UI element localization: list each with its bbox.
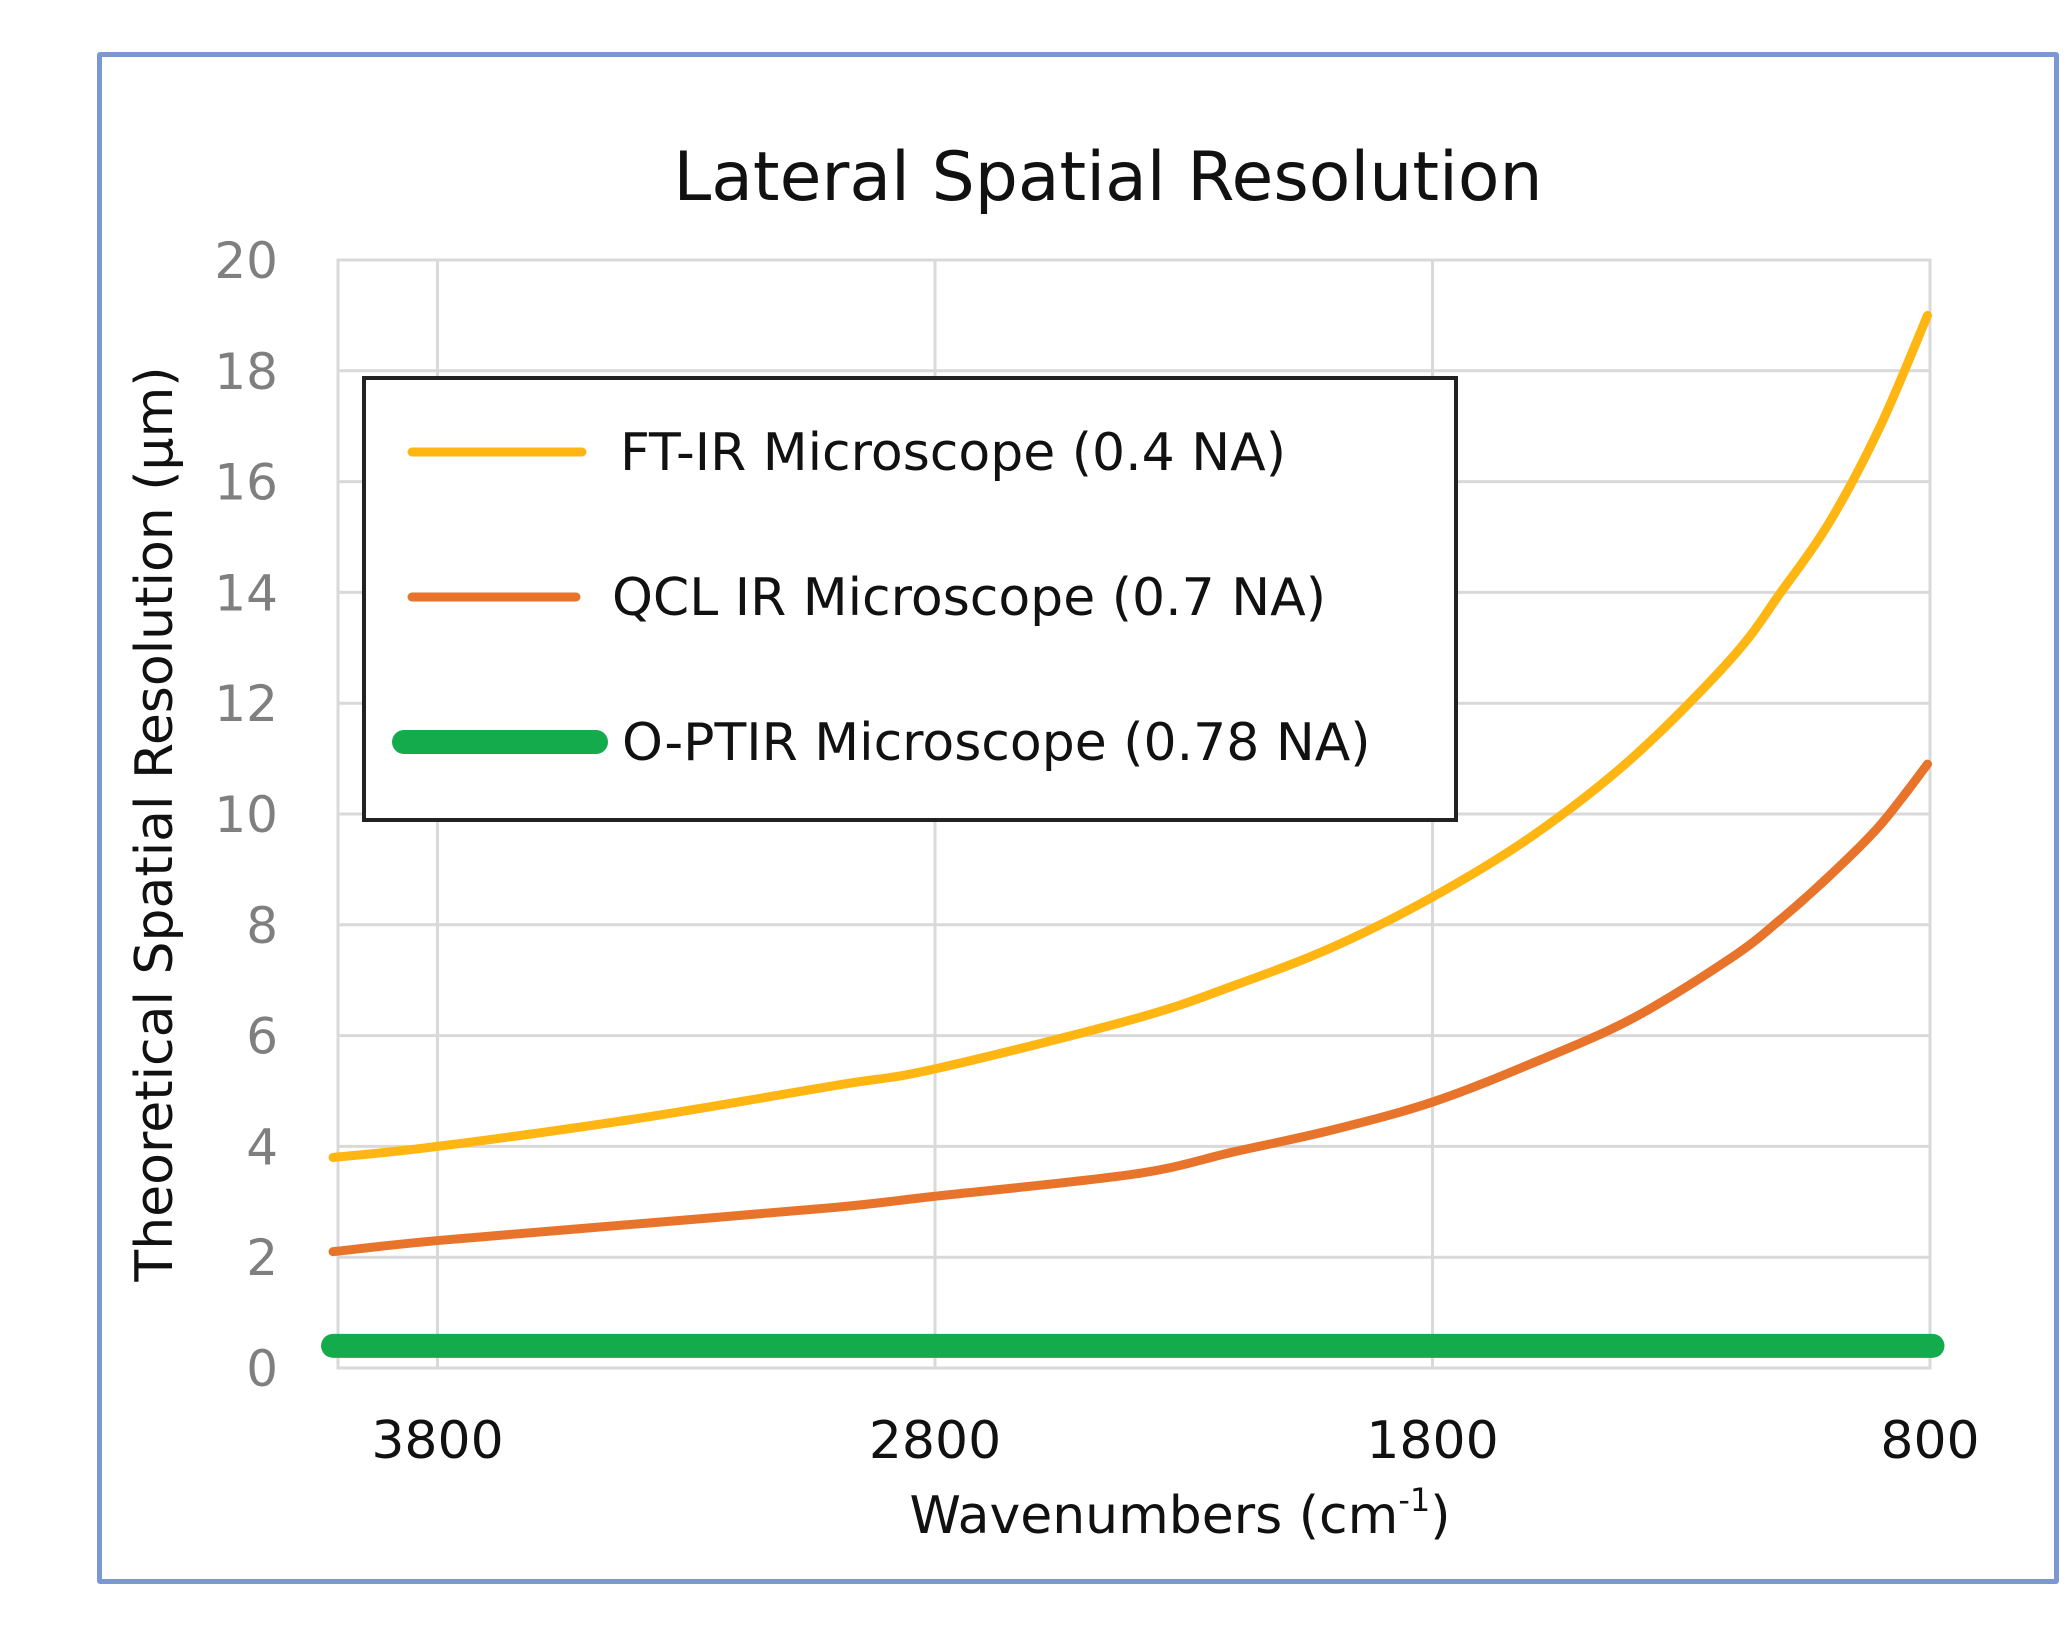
- x-tick-label: 1800: [1366, 1411, 1498, 1471]
- series-line-2: [328, 759, 1933, 1257]
- y-tick-label: 20: [214, 232, 278, 290]
- y-axis-ticks: 0 2 4 6 8 10 12 14 16 18 20: [214, 232, 278, 1398]
- x-tick-label: 2800: [869, 1411, 1001, 1471]
- y-tick-label: 6: [246, 1008, 278, 1066]
- legend-label-1: FT-IR Microscope (0.4 NA): [620, 423, 1286, 483]
- x-axis-label-sup: -1: [1398, 1481, 1430, 1519]
- y-tick-label: 2: [246, 1229, 278, 1287]
- y-tick-label: 16: [214, 454, 278, 512]
- y-tick-label: 18: [214, 343, 278, 401]
- series-lines: [321, 310, 1945, 1358]
- y-tick-label: 10: [214, 786, 278, 844]
- y-tick-label: 0: [246, 1340, 278, 1398]
- chart-title: Lateral Spatial Resolution: [673, 138, 1542, 217]
- legend-label-3: O-PTIR Microscope (0.78 NA): [622, 713, 1371, 773]
- series-line-1: [328, 310, 1933, 1162]
- x-axis-label-end: ): [1430, 1486, 1450, 1546]
- legend: FT-IR Microscope (0.4 NA) QCL IR Microsco…: [362, 376, 1458, 822]
- y-axis-label: Theoretical Spatial Resolution (µm): [125, 366, 185, 1282]
- x-axis-label: Wavenumbers (cm-1): [909, 1481, 1450, 1546]
- x-tick-label: 3800: [371, 1411, 503, 1471]
- x-axis-ticks: 3800 2800 1800 800: [371, 1411, 1979, 1471]
- legend-label-2: QCL IR Microscope (0.7 NA): [612, 568, 1326, 628]
- x-axis-label-text: Wavenumbers (cm: [909, 1486, 1398, 1546]
- y-tick-label: 12: [214, 675, 278, 733]
- x-tick-label: 800: [1880, 1411, 1979, 1471]
- y-tick-label: 4: [246, 1118, 278, 1176]
- y-tick-label: 8: [246, 897, 278, 955]
- y-tick-label: 14: [214, 564, 278, 622]
